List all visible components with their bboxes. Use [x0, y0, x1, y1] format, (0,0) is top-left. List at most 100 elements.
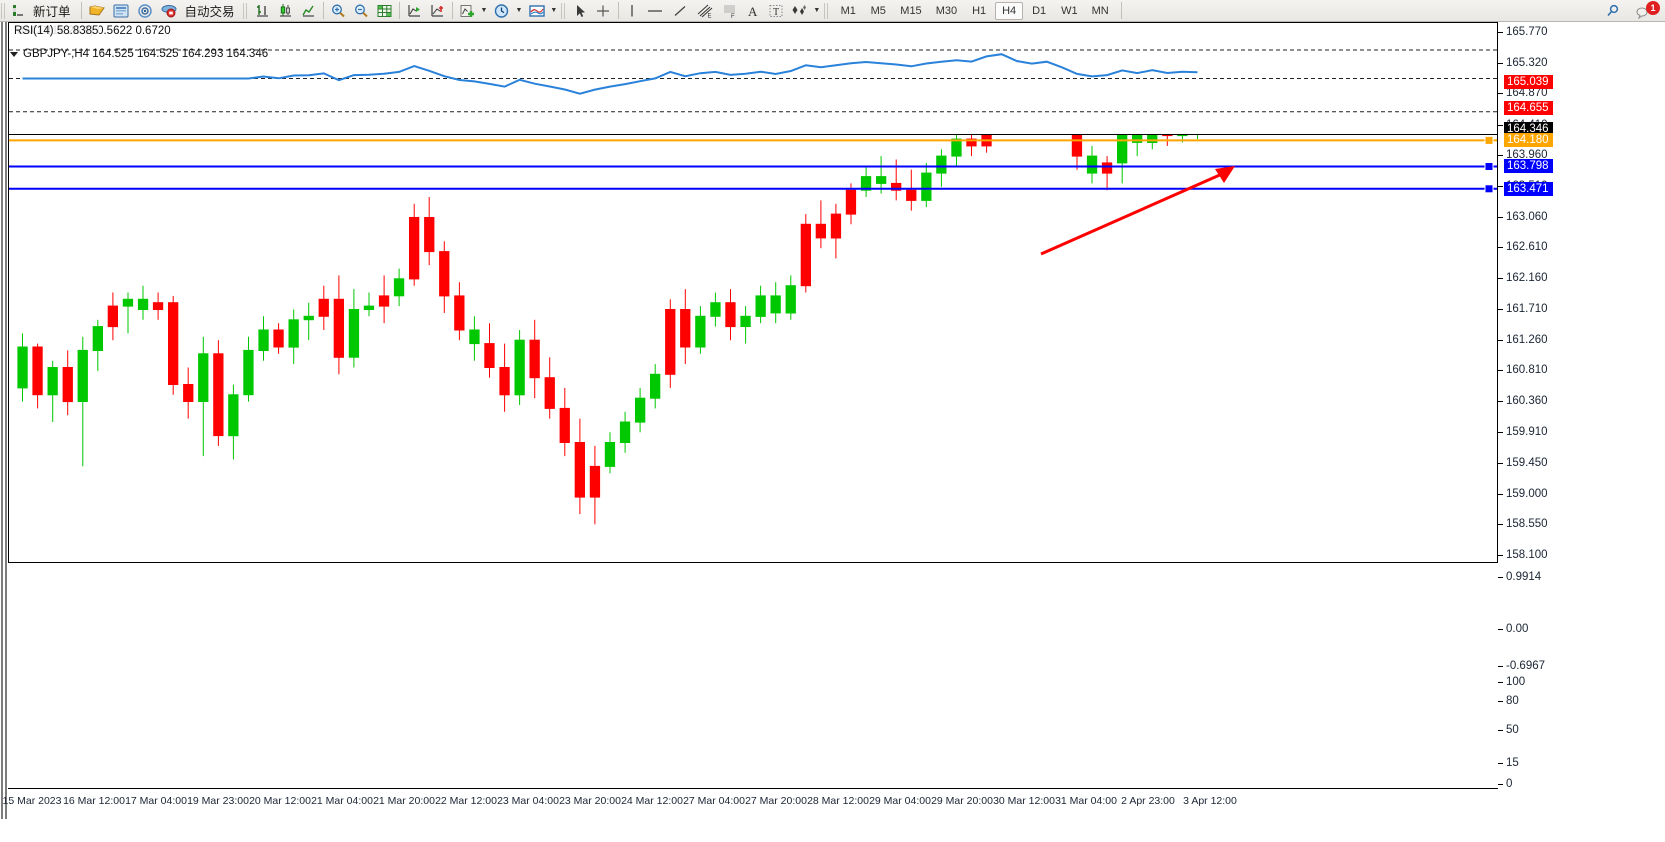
- market-watch-button[interactable]: [85, 1, 109, 21]
- toolbar-grip-2[interactable]: [242, 2, 249, 19]
- zoom-out-icon: [354, 4, 368, 17]
- price-axis-label: 162.610: [1506, 241, 1548, 254]
- candlestick-chart-button[interactable]: [274, 1, 297, 21]
- zoom-out-button[interactable]: [350, 1, 373, 21]
- price-axis-label: 158.100: [1506, 549, 1548, 561]
- price-axis-label: 165.770: [1506, 26, 1548, 38]
- time-axis-label: 19 Mar 23:00: [187, 795, 249, 807]
- rsi-axis-label-50-tick: [1498, 729, 1503, 731]
- price-level-tag-support[interactable]: 163.471: [1504, 181, 1553, 196]
- bar-chart-button[interactable]: [251, 1, 274, 21]
- chart-frame: GBPJPY-,H4 164.525 164.525 164.293 164.3…: [0, 22, 1665, 842]
- auto-scroll-button[interactable]: [403, 1, 426, 21]
- rsi-axis-label-0-tick: [1498, 784, 1503, 785]
- price-level-tag-last-price[interactable]: 164.346: [1504, 122, 1553, 137]
- time-axis[interactable]: 15 Mar 2023 16 Mar 12:00 17 Mar 04:00 19 Ma…: [3, 788, 1498, 819]
- rsi-pane[interactable]: RSI(14) 58.8385: [8, 22, 1498, 135]
- clock-icon: [495, 3, 509, 18]
- price-axis-tick: [1498, 124, 1503, 126]
- text-label-icon: T: [769, 4, 783, 18]
- new-order-button[interactable]: 新订单: [9, 1, 78, 21]
- bar-chart-icon: [256, 4, 268, 17]
- rsi-chart-canvas[interactable]: [9, 23, 1497, 134]
- text-label-button[interactable]: T: [764, 1, 788, 21]
- search-button[interactable]: [1601, 1, 1625, 21]
- svg-text:T: T: [773, 7, 779, 18]
- toolbar-grip[interactable]: [1, 2, 7, 19]
- equidistant-channel-button[interactable]: E: [692, 1, 718, 21]
- chevron-down-icon-chart[interactable]: [10, 51, 18, 57]
- grid-button[interactable]: [373, 1, 396, 21]
- vertical-line-button[interactable]: [622, 1, 642, 21]
- price-level-tag-support[interactable]: 163.798: [1504, 159, 1553, 174]
- rsi-axis-label-80: 80: [1506, 695, 1519, 707]
- timeframe-w1[interactable]: W1: [1061, 4, 1078, 17]
- toolbar-grip-4[interactable]: [824, 2, 831, 19]
- horizontal-line-button[interactable]: [642, 1, 668, 21]
- price-axis-label: 159.910: [1506, 425, 1548, 438]
- toolbar-grip-3[interactable]: [561, 2, 568, 19]
- chevron-down-icon-2[interactable]: ▼: [515, 7, 523, 14]
- period-button[interactable]: ▼: [490, 1, 525, 21]
- toolbar-separator: [80, 2, 82, 19]
- price-level-tag-resistance[interactable]: 164.655: [1504, 101, 1553, 116]
- indicators-button[interactable]: ▼: [456, 1, 491, 21]
- timeframe-m1[interactable]: M1: [840, 4, 856, 17]
- search-icon: [1607, 4, 1619, 17]
- price-axis-tick: [1498, 93, 1503, 95]
- rsi-axis-label-80-tick: [1498, 701, 1503, 702]
- macd-axis-label-min: -0.6967: [1506, 660, 1546, 672]
- folder-icon: [89, 4, 105, 16]
- time-axis-label: 30 Mar 12:00: [993, 795, 1055, 807]
- fibonacci-button[interactable]: F: [718, 1, 742, 21]
- price-axis-label: 163.960: [1506, 149, 1548, 162]
- navigator-button[interactable]: [133, 1, 157, 21]
- data-window-button[interactable]: [109, 1, 133, 21]
- price-axis-tick: [1498, 555, 1503, 556]
- price-level-tag-pivot[interactable]: 164.180: [1504, 133, 1553, 148]
- crosshair-button[interactable]: [591, 1, 615, 21]
- grid-icon: [377, 4, 392, 17]
- shapes-button[interactable]: ▼: [788, 1, 823, 21]
- line-chart-button[interactable]: [297, 1, 320, 21]
- trendline-button[interactable]: [668, 1, 692, 21]
- notifications-button[interactable]: 1: [1631, 1, 1660, 21]
- zoom-in-button[interactable]: [327, 1, 350, 21]
- price-axis-tick: [1498, 339, 1503, 341]
- rsi-axis-label-0: 0: [1506, 778, 1513, 790]
- templates-button[interactable]: ▼: [525, 1, 560, 21]
- timeframe-m15[interactable]: M15: [900, 4, 922, 17]
- toolbar-right-group: 1: [1601, 0, 1661, 22]
- price-axis-tick: [1498, 278, 1503, 280]
- price-axis-tick: [1498, 186, 1503, 188]
- price-axis-tick: [1498, 247, 1503, 249]
- timeframe-h4[interactable]: H4: [995, 1, 1024, 20]
- autotrading-button[interactable]: 自动交易: [157, 1, 242, 21]
- svg-text:A: A: [748, 4, 758, 19]
- time-axis-label: 17 Mar 04:00: [125, 795, 187, 807]
- timeframe-m5[interactable]: M5: [870, 4, 886, 17]
- price-axis-tick: [1498, 155, 1503, 157]
- time-axis-label: 21 Mar 20:00: [373, 795, 435, 807]
- timeframe-mn[interactable]: MN: [1091, 4, 1109, 17]
- price-axis-label: 159.450: [1506, 456, 1548, 469]
- toolbar-separator-5: [618, 2, 620, 19]
- chart-shift-button[interactable]: [426, 1, 449, 21]
- text-button[interactable]: A: [742, 1, 764, 21]
- price-axis-tick: [1498, 493, 1503, 495]
- chevron-down-icon-4[interactable]: ▼: [813, 7, 821, 14]
- timeframe-h1[interactable]: H1: [972, 4, 987, 17]
- text-icon: A: [748, 4, 758, 19]
- cursor-button[interactable]: [569, 1, 591, 21]
- chevron-down-icon-3[interactable]: ▼: [550, 7, 558, 14]
- price-level-tag-resistance[interactable]: 165.039: [1504, 74, 1553, 89]
- chevron-down-icon[interactable]: ▼: [480, 7, 488, 14]
- toolbar-separator-6: [1120, 2, 1122, 19]
- price-axis[interactable]: 165.770165.320164.870164.410163.960163.5…: [1498, 22, 1665, 790]
- equidistant-channel-icon: E: [698, 4, 713, 19]
- toolbar-separator-4: [451, 2, 453, 19]
- timeframe-d1[interactable]: D1: [1032, 4, 1047, 17]
- price-axis-label: 160.360: [1506, 394, 1548, 407]
- price-axis-tick: [1498, 431, 1503, 433]
- timeframe-m30[interactable]: M30: [935, 4, 958, 17]
